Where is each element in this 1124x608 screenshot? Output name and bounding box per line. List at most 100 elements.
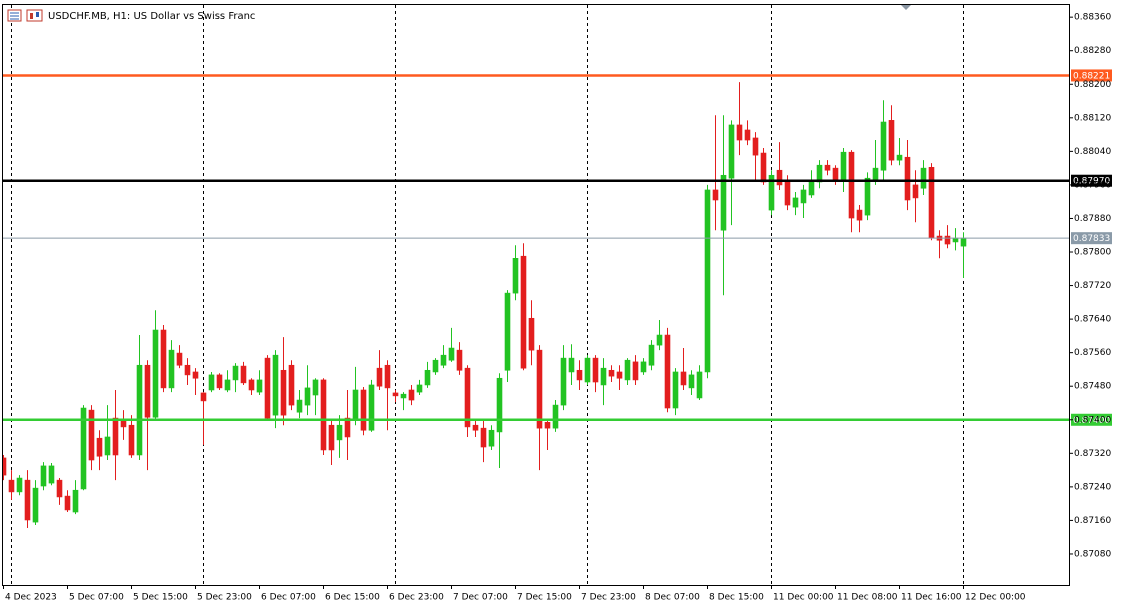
candle-body — [384, 364, 391, 389]
candle-body — [592, 357, 599, 383]
y-tick-label: 0.87960 — [1074, 180, 1111, 190]
y-tick-label: 0.87160 — [1074, 516, 1111, 526]
candle-body — [816, 164, 823, 183]
candle-body — [80, 407, 87, 490]
candle-body — [488, 429, 495, 447]
x-tick-label: 11 Dec 00:00 — [773, 593, 834, 603]
candle-body — [904, 156, 911, 201]
x-tick-label: 7 Dec 23:00 — [581, 593, 636, 603]
candle-body — [120, 419, 127, 428]
candle-body — [168, 349, 175, 389]
candle-body — [728, 124, 735, 179]
day-separators — [11, 5, 964, 585]
candle-body — [960, 237, 967, 247]
candle-body — [632, 361, 639, 381]
price-level-tag — [1071, 69, 1112, 82]
candle-body — [104, 436, 111, 456]
candle-body — [456, 349, 463, 371]
candle-body — [432, 359, 439, 373]
candle-body — [664, 334, 671, 409]
candle-body — [312, 379, 319, 396]
candle-body — [872, 167, 879, 181]
candle-body — [552, 404, 559, 429]
candle-body — [136, 364, 143, 456]
candle-body — [424, 369, 431, 386]
candle-body — [544, 421, 551, 429]
x-tick-label: 6 Dec 15:00 — [325, 593, 380, 603]
candle-body — [336, 424, 343, 441]
candle-body — [240, 365, 247, 384]
candle-body — [64, 495, 71, 511]
candle-body — [848, 151, 855, 219]
candle-body — [416, 384, 423, 393]
candle-body — [744, 129, 751, 141]
y-tick-label: 0.88200 — [1074, 80, 1111, 90]
candle-body — [576, 369, 583, 381]
x-tick-label: 8 Dec 15:00 — [709, 593, 764, 603]
candle-body — [112, 417, 119, 456]
x-tick-label: 5 Dec 23:00 — [197, 593, 252, 603]
candle-body — [392, 392, 399, 397]
candle-body — [232, 365, 239, 381]
candle-body — [912, 184, 919, 199]
candle-body — [360, 389, 367, 431]
candle-body — [88, 409, 95, 461]
y-tick-label: 0.87240 — [1074, 482, 1111, 492]
candle-body — [248, 379, 255, 391]
candle-body — [736, 124, 743, 141]
y-tick-label: 0.87400 — [1074, 415, 1111, 425]
candle-body — [840, 151, 847, 181]
candle-body — [584, 357, 591, 383]
candle-body — [856, 209, 863, 221]
candle-body — [608, 369, 615, 377]
x-tick-label: 6 Dec 23:00 — [389, 593, 444, 603]
price-level-tag — [1071, 174, 1112, 187]
candle-body — [512, 258, 519, 294]
y-tick-label: 0.87080 — [1074, 549, 1111, 559]
y-tick-label: 0.88120 — [1074, 113, 1111, 123]
y-tick-label: 0.87640 — [1074, 315, 1111, 325]
y-tick-label: 0.87320 — [1074, 449, 1111, 459]
y-tick-label: 0.88040 — [1074, 147, 1111, 157]
candle-body — [216, 374, 223, 389]
candle-body — [96, 437, 103, 457]
candle-body — [152, 329, 159, 418]
candle-body — [472, 424, 479, 431]
candle-body — [296, 399, 303, 413]
price-level-label: 0.87400 — [1073, 416, 1110, 426]
candle-body — [952, 237, 959, 243]
x-tick-label: 5 Dec 07:00 — [69, 593, 124, 603]
candle-body — [896, 154, 903, 161]
candle-body — [792, 197, 799, 208]
candle-body — [288, 364, 295, 406]
candle-body — [616, 371, 623, 379]
candle-body — [24, 479, 31, 521]
candle-body — [264, 357, 271, 419]
candle-body — [672, 371, 679, 409]
candle-body — [752, 137, 759, 156]
candle-body — [72, 489, 79, 513]
candle-body — [208, 374, 215, 391]
icon-bar — [30, 13, 33, 19]
y-tick-label: 0.88360 — [1074, 13, 1111, 23]
y-tick-label: 0.87720 — [1074, 281, 1111, 291]
icon-bar — [36, 12, 39, 17]
candle-body — [712, 189, 719, 201]
candle-body — [624, 359, 631, 381]
x-tick-label: 12 Dec 00:00 — [965, 593, 1026, 603]
candle-body — [680, 371, 687, 386]
candle-body — [352, 389, 359, 421]
candle-body — [224, 379, 231, 391]
candle-body — [8, 479, 15, 493]
candle-body — [568, 357, 575, 373]
candle-body — [760, 152, 767, 183]
candle-body — [520, 255, 527, 369]
candle-body — [656, 334, 663, 346]
candle-body — [536, 349, 543, 429]
candle-body — [368, 384, 375, 431]
icon-chart[interactable] — [26, 9, 43, 22]
shift-marker[interactable] — [901, 5, 911, 10]
candle-body — [184, 364, 191, 376]
candle-body — [504, 292, 511, 371]
